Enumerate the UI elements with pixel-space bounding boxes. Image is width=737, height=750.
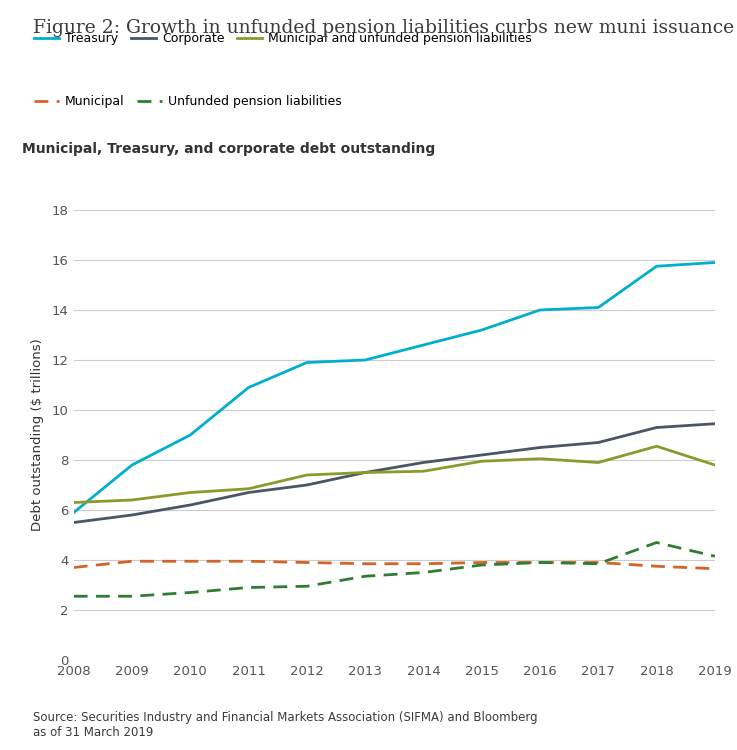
Legend: Municipal, Unfunded pension liabilities: Municipal, Unfunded pension liabilities <box>29 90 347 113</box>
Text: Source: Securities Industry and Financial Markets Association (SIFMA) and Bloomb: Source: Securities Industry and Financia… <box>33 711 538 739</box>
Y-axis label: Debt outstanding ($ trillions): Debt outstanding ($ trillions) <box>30 339 43 531</box>
Text: Municipal, Treasury, and corporate debt outstanding: Municipal, Treasury, and corporate debt … <box>22 142 436 156</box>
Text: Figure 2: Growth in unfunded pension liabilities curbs new muni issuance: Figure 2: Growth in unfunded pension lia… <box>33 19 734 37</box>
